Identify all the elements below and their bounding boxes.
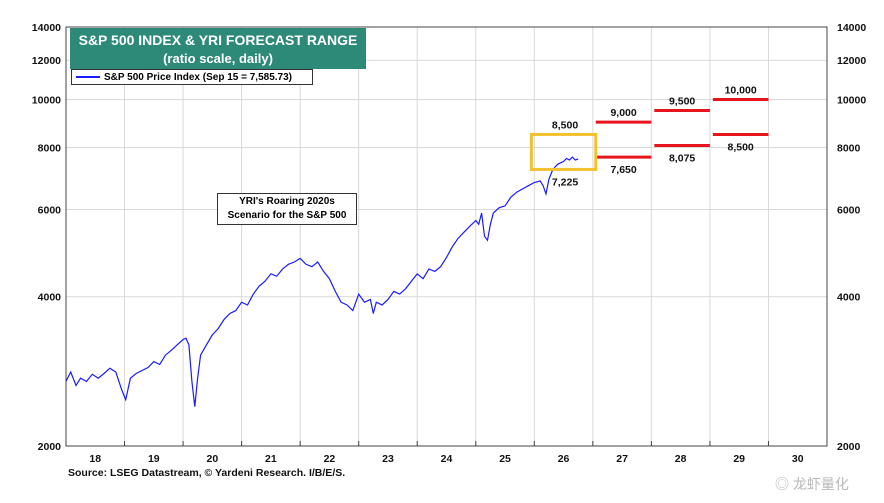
- x-tick-label: 19: [148, 453, 160, 465]
- legend-label: S&P 500 Price Index (Sep 15 = 7,585.73): [104, 72, 292, 83]
- forecast-ranges: 8,500 7,225 9,000 7,650 9,500 8,075 10,000 8,50…: [552, 84, 769, 188]
- plot-border: [65, 26, 828, 447]
- forecast-high-label: 9,000: [610, 107, 636, 119]
- grid-layer: [66, 26, 827, 447]
- y-tick-label-left: 6000: [38, 204, 62, 216]
- x-axis: 18 19 20 21 22 23 24 25 26 27 28 29 30: [65, 441, 804, 465]
- x-tick-label: 27: [616, 453, 628, 465]
- x-tick-label: 22: [324, 453, 336, 465]
- x-tick-label: 25: [499, 453, 511, 465]
- legend: S&P 500 Price Index (Sep 15 = 7,585.73): [71, 69, 313, 85]
- y-tick-label-right: 4000: [837, 292, 861, 304]
- chart-title: S&P 500 INDEX & YRI FORECAST RANGE: [78, 32, 358, 48]
- forecast-high-label: 10,000: [725, 84, 757, 96]
- x-tick-label: 20: [207, 453, 219, 465]
- legend-swatch: [76, 76, 100, 79]
- scenario-line-1: YRI's Roaring 2020s: [239, 196, 335, 207]
- scenario-annotation: YRI's Roaring 2020s Scenario for the S&P…: [217, 193, 357, 225]
- x-tick-label: 29: [733, 453, 745, 465]
- y-tick-label-right: 2000: [837, 441, 861, 453]
- y-tick-label-left: 12000: [32, 55, 61, 67]
- y-tick-label-left: 2000: [38, 441, 62, 453]
- y-axis-right: 2000 4000 6000 8000 10000 12000 14000: [837, 22, 866, 453]
- y-tick-label-right: 8000: [837, 142, 861, 154]
- y-tick-label-right: 12000: [837, 55, 866, 67]
- chart-title-box: S&P 500 INDEX & YRI FORECAST RANGE (rati…: [70, 28, 366, 69]
- forecast-low-label: 7,650: [610, 164, 636, 176]
- x-tick-label: 21: [265, 453, 277, 465]
- forecast-low-label: 8,075: [669, 152, 695, 164]
- forecast-low-label: 8,500: [728, 141, 754, 153]
- x-tick-label: 23: [382, 453, 394, 465]
- forecast-low-label: 7,225: [552, 176, 578, 188]
- y-tick-label-left: 10000: [32, 94, 61, 106]
- source-note: Source: LSEG Datastream, © Yardeni Resea…: [68, 467, 346, 479]
- y-tick-label-right: 10000: [837, 94, 866, 106]
- x-tick-label: 18: [89, 453, 101, 465]
- watermark: ◎ 龙虾量化: [775, 476, 849, 492]
- y-tick-label-left: 14000: [32, 22, 61, 34]
- scenario-line-2: Scenario for the S&P 500: [227, 210, 347, 221]
- y-tick-label-left: 8000: [38, 142, 62, 154]
- x-tick-label: 24: [441, 453, 453, 465]
- forecast-high-label: 8,500: [552, 119, 578, 131]
- y-tick-label-right: 6000: [837, 204, 861, 216]
- y-tick-label-right: 14000: [837, 22, 866, 34]
- x-tick-label: 30: [792, 453, 804, 465]
- y-axis-left: 2000 4000 6000 8000 10000 12000 14000: [32, 22, 61, 453]
- current-range-highlight: [529, 132, 598, 171]
- chart-subtitle: (ratio scale, daily): [163, 51, 273, 66]
- sp500-series-line: [65, 156, 579, 407]
- forecast-high-label: 9,500: [669, 95, 695, 107]
- x-tick-label: 28: [675, 453, 687, 465]
- y-tick-label-left: 4000: [38, 292, 62, 304]
- x-tick-label: 26: [558, 453, 570, 465]
